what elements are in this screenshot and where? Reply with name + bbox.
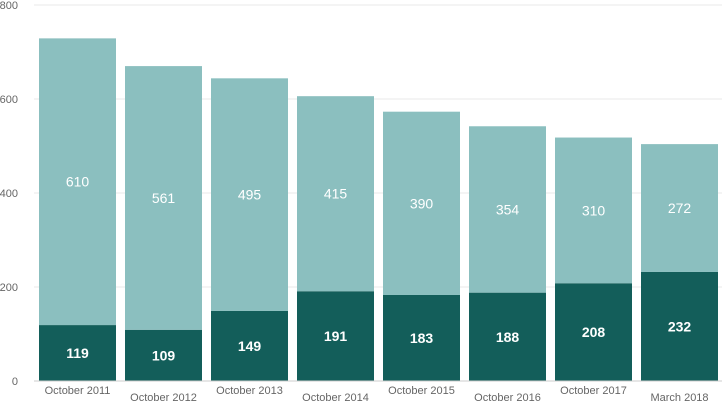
x-category-label: October 2014 xyxy=(302,392,369,404)
bars xyxy=(39,38,718,381)
data-label: 354 xyxy=(496,201,520,217)
data-label: 109 xyxy=(152,347,176,363)
bar-segment-top xyxy=(383,111,460,295)
y-tick-label: 400 xyxy=(0,188,18,200)
bar-segment-top xyxy=(555,137,632,284)
data-label: 183 xyxy=(410,330,434,346)
bar-segment-bottom xyxy=(297,291,374,381)
data-label: 610 xyxy=(66,174,90,190)
data-label: 188 xyxy=(496,329,520,345)
bar-segment-top xyxy=(125,66,202,330)
x-category-label: October 2013 xyxy=(216,385,283,397)
data-label: 272 xyxy=(668,200,692,216)
bar-segment-top xyxy=(641,144,718,272)
data-label: 415 xyxy=(324,186,348,202)
y-tick-label: 800 xyxy=(0,0,18,12)
data-label: 390 xyxy=(410,195,434,211)
y-tick-label: 600 xyxy=(0,94,18,106)
y-axis-tick-labels: 0 200 400 600 800 xyxy=(0,0,18,388)
bar-segment-top xyxy=(297,96,374,292)
data-label: 191 xyxy=(324,328,348,344)
bar-segment-bottom xyxy=(383,294,460,381)
data-label: 495 xyxy=(238,187,262,203)
x-category-label: October 2015 xyxy=(388,385,455,397)
y-tick-label: 200 xyxy=(0,282,18,294)
x-category-label: October 2017 xyxy=(560,385,627,397)
x-category-label: March 2018 xyxy=(650,392,708,404)
bar-segment-bottom xyxy=(39,325,116,381)
bar-segment-bottom xyxy=(125,329,202,381)
bar-segment-bottom xyxy=(211,310,288,381)
x-category-label: October 2011 xyxy=(45,385,111,397)
data-label: 149 xyxy=(238,338,262,354)
data-label: 208 xyxy=(582,324,606,340)
data-label: 561 xyxy=(152,190,176,206)
y-tick-label: 0 xyxy=(12,376,18,388)
data-labels: 119 610 109 561 149 495 191 415 183 390 188 354 208 3… xyxy=(66,174,692,364)
bar-segment-bottom xyxy=(555,283,632,381)
bar-segment-top xyxy=(469,126,546,293)
x-category-label: October 2012 xyxy=(130,392,197,404)
data-label: 310 xyxy=(582,202,606,218)
data-label: 119 xyxy=(66,345,89,361)
bar-segment-bottom xyxy=(469,292,546,381)
bar-segment-top xyxy=(211,78,288,311)
data-label: 232 xyxy=(668,318,692,334)
bar-segment-top xyxy=(39,38,116,326)
x-axis-category-labels: October 2011 October 2012 October 2013 Octo… xyxy=(45,385,709,404)
bar-segment-bottom xyxy=(641,271,718,381)
x-category-label: October 2016 xyxy=(474,392,541,404)
